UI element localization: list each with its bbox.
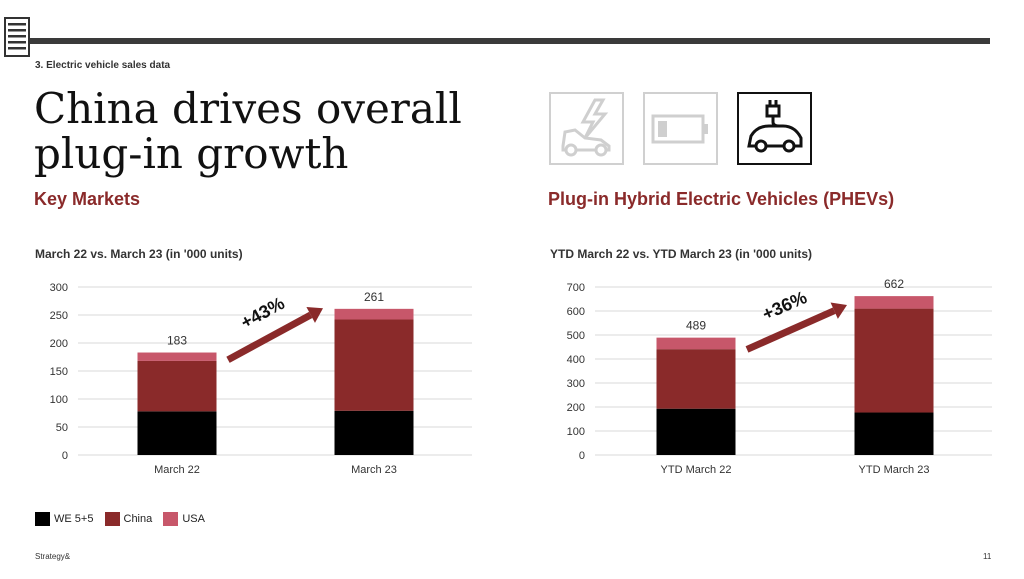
bar-segment-usa <box>854 296 934 309</box>
chart-left-title: March 22 vs. March 23 (in '000 units) <box>35 247 243 261</box>
bar-segment-we <box>334 410 414 455</box>
bar-total-label: 183 <box>167 334 187 348</box>
chart-right: 0 100 200 300 400 500 600 700 489 YTD March 22 662… <box>567 277 992 476</box>
legend-item-china: China <box>104 512 153 526</box>
y-tick-label: 200 <box>567 402 585 414</box>
growth-label: +43% <box>237 293 287 333</box>
y-tick-label: 200 <box>50 338 68 350</box>
legend-swatch-we <box>35 512 50 526</box>
bar-segment-china <box>854 308 934 413</box>
legend-item-usa: USA <box>163 512 205 526</box>
bar-segment-china <box>656 349 736 409</box>
y-tick-label: 400 <box>567 354 585 366</box>
chart-legend: WE 5+5 China USA <box>35 512 213 529</box>
bar-segment-usa <box>656 337 736 350</box>
bar-segment-we <box>656 408 736 455</box>
x-tick-label: YTD March 22 <box>661 464 732 476</box>
legend-swatch-usa <box>163 512 179 526</box>
title-line-1: China drives overall <box>34 84 462 133</box>
legend-label-we: WE 5+5 <box>54 513 94 525</box>
growth-arrow-head <box>306 307 323 323</box>
bar-segment-we <box>137 411 217 455</box>
bar-total-label: 261 <box>364 290 384 304</box>
y-tick-label: 300 <box>567 378 585 390</box>
document-icon <box>4 17 30 57</box>
subtitle-phev: Plug-in Hybrid Electric Vehicles (PHEVs) <box>548 189 895 209</box>
y-tick-label: 0 <box>62 450 68 462</box>
legend-swatch-china <box>104 512 120 526</box>
x-tick-label: March 23 <box>351 464 397 476</box>
bar-total-label: 662 <box>884 277 904 291</box>
growth-label: +36% <box>759 287 810 324</box>
y-tick-label: 50 <box>56 422 68 434</box>
y-tick-label: 0 <box>579 450 585 462</box>
y-tick-label: 300 <box>50 282 68 294</box>
bar-segment-usa <box>137 352 217 361</box>
footer-brand: Strategy& <box>35 552 71 561</box>
x-tick-label: YTD March 23 <box>859 464 930 476</box>
page-number: 11 <box>983 552 992 561</box>
battery-icon <box>643 92 718 165</box>
y-tick-label: 100 <box>567 426 585 438</box>
bar-total-label: 489 <box>686 319 706 333</box>
subtitle-key-markets: Key Markets <box>34 189 141 209</box>
legend-label-usa: USA <box>182 513 205 525</box>
legend-label-china: China <box>123 513 153 525</box>
ev-charging-car-icon <box>549 92 624 165</box>
plug-car-icon <box>737 92 812 165</box>
y-tick-label: 150 <box>50 366 68 378</box>
y-tick-label: 250 <box>50 310 68 322</box>
growth-arrow-shaft <box>745 307 836 353</box>
growth-arrow-shaft <box>226 311 313 363</box>
title-line-2: plug-in growth <box>34 129 349 178</box>
bar-segment-china <box>334 319 414 411</box>
section-label: 3. Electric vehicle sales data <box>35 60 171 71</box>
y-tick-label: 700 <box>567 282 585 294</box>
top-divider-bar <box>28 38 990 44</box>
bar-segment-usa <box>334 308 414 320</box>
x-tick-label: March 22 <box>154 464 200 476</box>
chart-left: 0 50 100 150 200 250 300 183 March 22 261 March 23… <box>50 282 472 476</box>
chart-right-title: YTD March 22 vs. YTD March 23 (in '000 u… <box>550 247 813 261</box>
y-tick-label: 100 <box>50 394 68 406</box>
bar-segment-china <box>137 360 217 412</box>
legend-item-we: WE 5+5 <box>35 512 93 526</box>
growth-arrow-head <box>830 302 847 319</box>
y-tick-label: 600 <box>567 306 585 318</box>
bar-segment-we <box>854 412 934 455</box>
y-tick-label: 500 <box>567 330 585 342</box>
page-title: China drives overall plug-in growth <box>34 86 462 176</box>
